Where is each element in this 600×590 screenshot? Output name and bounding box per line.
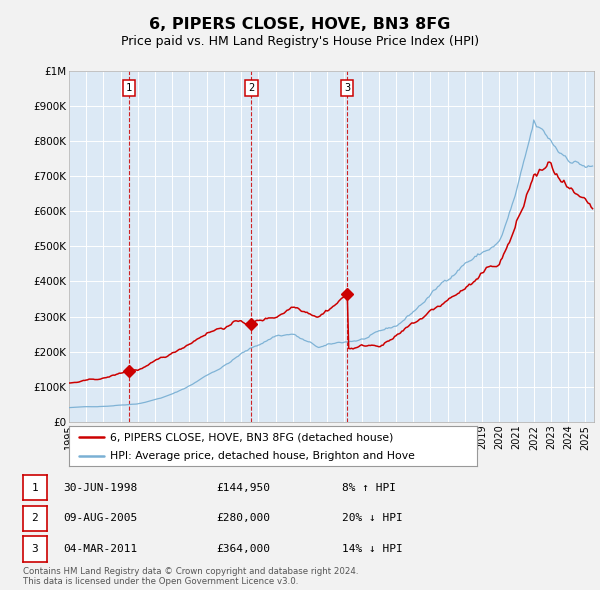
Text: 1: 1 [126, 83, 133, 93]
Text: 2: 2 [248, 83, 254, 93]
Text: 8% ↑ HPI: 8% ↑ HPI [342, 483, 396, 493]
Text: £144,950: £144,950 [216, 483, 270, 493]
Text: 6, PIPERS CLOSE, HOVE, BN3 8FG: 6, PIPERS CLOSE, HOVE, BN3 8FG [149, 17, 451, 31]
Text: 6, PIPERS CLOSE, HOVE, BN3 8FG (detached house): 6, PIPERS CLOSE, HOVE, BN3 8FG (detached… [110, 432, 393, 442]
Text: 3: 3 [31, 544, 38, 554]
Text: This data is licensed under the Open Government Licence v3.0.: This data is licensed under the Open Gov… [23, 578, 298, 586]
Text: 3: 3 [344, 83, 350, 93]
Text: 2: 2 [31, 513, 38, 523]
Text: 30-JUN-1998: 30-JUN-1998 [63, 483, 137, 493]
Text: Contains HM Land Registry data © Crown copyright and database right 2024.: Contains HM Land Registry data © Crown c… [23, 567, 358, 576]
Text: £280,000: £280,000 [216, 513, 270, 523]
Text: £364,000: £364,000 [216, 544, 270, 554]
Text: 1: 1 [31, 483, 38, 493]
Text: 14% ↓ HPI: 14% ↓ HPI [342, 544, 403, 554]
Text: Price paid vs. HM Land Registry's House Price Index (HPI): Price paid vs. HM Land Registry's House … [121, 35, 479, 48]
Text: HPI: Average price, detached house, Brighton and Hove: HPI: Average price, detached house, Brig… [110, 451, 415, 461]
Text: 20% ↓ HPI: 20% ↓ HPI [342, 513, 403, 523]
Text: 09-AUG-2005: 09-AUG-2005 [63, 513, 137, 523]
Text: 04-MAR-2011: 04-MAR-2011 [63, 544, 137, 554]
